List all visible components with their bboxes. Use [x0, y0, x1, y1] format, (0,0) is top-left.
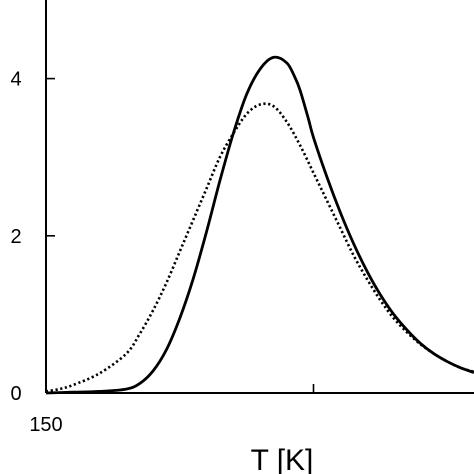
series-line-solid — [45, 55, 474, 395]
x-axis-label: T [K] — [251, 444, 314, 474]
plot-area — [45, 0, 474, 394]
ticks — [45, 77, 315, 394]
y-tick-label: 4 — [10, 69, 21, 91]
y-tick-label: 0 — [10, 383, 21, 405]
y-tick-label: 2 — [10, 226, 21, 248]
x-tick-label: 150 — [29, 414, 62, 436]
series-line-dotted — [45, 102, 474, 393]
tick-labels: 0 2 4 150 — [10, 69, 62, 436]
series-lines — [45, 55, 474, 395]
